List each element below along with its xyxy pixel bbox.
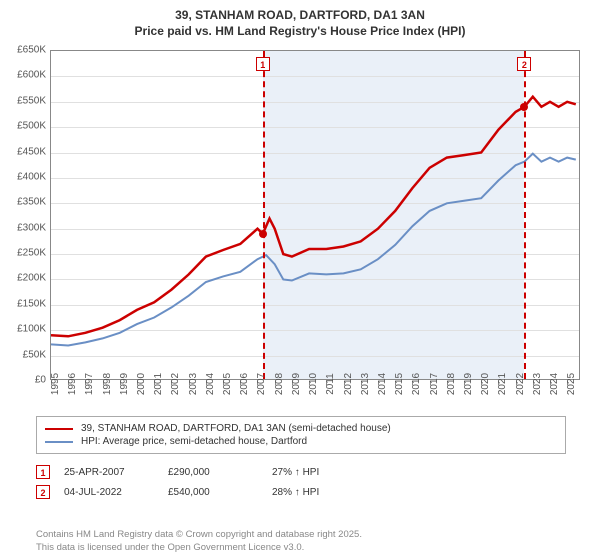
x-axis-label: 2002 xyxy=(170,373,181,395)
y-axis-label: £550K xyxy=(6,95,46,106)
line-svg xyxy=(51,51,581,381)
x-axis-label: 1998 xyxy=(102,373,113,395)
legend-label: 39, STANHAM ROAD, DARTFORD, DA1 3AN (sem… xyxy=(81,423,391,434)
x-axis-label: 2023 xyxy=(532,373,543,395)
x-axis-label: 2009 xyxy=(291,373,302,395)
legend-row: 39, STANHAM ROAD, DARTFORD, DA1 3AN (sem… xyxy=(45,422,557,435)
y-axis-label: £0 xyxy=(6,375,46,386)
series-price_paid xyxy=(51,97,576,337)
x-axis-label: 2014 xyxy=(377,373,388,395)
y-axis-label: £50K xyxy=(6,349,46,360)
x-axis-label: 2022 xyxy=(515,373,526,395)
y-axis-label: £100K xyxy=(6,324,46,335)
footer-attribution: Contains HM Land Registry data © Crown c… xyxy=(36,529,362,554)
x-axis-label: 2024 xyxy=(549,373,560,395)
x-axis-label: 1999 xyxy=(119,373,130,395)
sale-marker-box: 1 xyxy=(36,465,50,479)
x-axis-label: 2006 xyxy=(239,373,250,395)
x-axis-label: 2015 xyxy=(394,373,405,395)
sale-delta: 28% ↑ HPI xyxy=(272,487,362,498)
x-axis-label: 2012 xyxy=(343,373,354,395)
footer-line-1: Contains HM Land Registry data © Crown c… xyxy=(36,529,362,541)
x-axis-label: 2016 xyxy=(411,373,422,395)
legend-label: HPI: Average price, semi-detached house,… xyxy=(81,436,307,447)
y-axis-label: £500K xyxy=(6,121,46,132)
sale-marker-box: 1 xyxy=(256,57,270,71)
y-axis-label: £600K xyxy=(6,70,46,81)
y-axis-label: £450K xyxy=(6,146,46,157)
sale-marker-box: 2 xyxy=(36,485,50,499)
x-axis-label: 1995 xyxy=(50,373,61,395)
legend-box: 39, STANHAM ROAD, DARTFORD, DA1 3AN (sem… xyxy=(36,416,566,454)
legend-row: HPI: Average price, semi-detached house,… xyxy=(45,435,557,448)
sale-price: £290,000 xyxy=(168,467,258,478)
legend-swatch xyxy=(45,428,73,430)
title-line-1: 39, STANHAM ROAD, DARTFORD, DA1 3AN xyxy=(0,8,600,24)
x-axis-label: 2010 xyxy=(308,373,319,395)
sale-delta: 27% ↑ HPI xyxy=(272,467,362,478)
x-axis-label: 1996 xyxy=(67,373,78,395)
x-axis-label: 2013 xyxy=(360,373,371,395)
x-axis-label: 1997 xyxy=(84,373,95,395)
sale-date: 04-JUL-2022 xyxy=(64,487,154,498)
x-axis-label: 2001 xyxy=(153,373,164,395)
x-axis-label: 2018 xyxy=(446,373,457,395)
title-line-2: Price paid vs. HM Land Registry's House … xyxy=(0,24,600,40)
plot-area: 12 xyxy=(50,50,580,380)
sale-marker-box: 2 xyxy=(517,57,531,71)
y-axis-label: £650K xyxy=(6,45,46,56)
x-axis-label: 2019 xyxy=(463,373,474,395)
sale-price: £540,000 xyxy=(168,487,258,498)
y-axis-label: £350K xyxy=(6,197,46,208)
sale-date: 25-APR-2007 xyxy=(64,467,154,478)
y-axis-label: £400K xyxy=(6,171,46,182)
x-axis-label: 2008 xyxy=(274,373,285,395)
legend-swatch xyxy=(45,441,73,443)
footer-line-2: This data is licensed under the Open Gov… xyxy=(36,542,362,554)
y-axis-label: £250K xyxy=(6,248,46,259)
sales-table: 1 25-APR-2007 £290,000 27% ↑ HPI 2 04-JU… xyxy=(36,462,362,502)
x-axis-label: 2020 xyxy=(480,373,491,395)
x-axis-label: 2005 xyxy=(222,373,233,395)
x-axis-label: 2011 xyxy=(325,373,336,395)
y-axis-label: £300K xyxy=(6,222,46,233)
x-axis-label: 2007 xyxy=(256,373,267,395)
y-axis-label: £150K xyxy=(6,298,46,309)
y-axis-label: £200K xyxy=(6,273,46,284)
sale-point-icon xyxy=(259,230,267,238)
x-axis-label: 2000 xyxy=(136,373,147,395)
x-axis-label: 2025 xyxy=(566,373,577,395)
x-axis-label: 2003 xyxy=(188,373,199,395)
sale-point-icon xyxy=(520,103,528,111)
x-axis-label: 2004 xyxy=(205,373,216,395)
x-axis-label: 2017 xyxy=(429,373,440,395)
x-axis-label: 2021 xyxy=(497,373,508,395)
table-row: 1 25-APR-2007 £290,000 27% ↑ HPI xyxy=(36,462,362,482)
chart-title: 39, STANHAM ROAD, DARTFORD, DA1 3AN Pric… xyxy=(0,0,600,39)
chart-container: 12 £0£50K£100K£150K£200K£250K£300K£350K£… xyxy=(50,50,580,400)
table-row: 2 04-JUL-2022 £540,000 28% ↑ HPI xyxy=(36,482,362,502)
